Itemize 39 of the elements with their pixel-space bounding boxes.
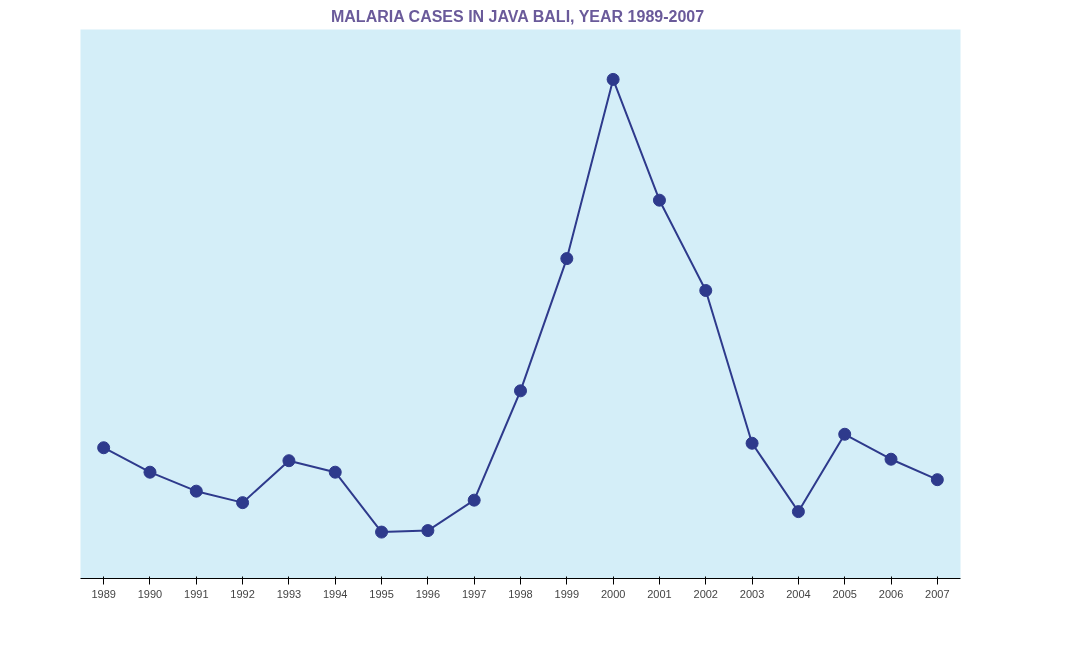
point xyxy=(328,465,342,479)
point xyxy=(606,72,620,86)
x-tick-label: 2004 xyxy=(786,587,811,600)
point xyxy=(745,436,759,450)
x-tick-label: 1989 xyxy=(91,587,116,600)
point xyxy=(282,454,296,468)
point xyxy=(514,384,527,398)
point xyxy=(838,427,852,441)
x-tick-label: 1991 xyxy=(184,587,209,600)
x-tick-label: 1995 xyxy=(369,587,394,600)
chart-title: MALARIA CASES IN JAVA BALI, YEAR 1989-2007 xyxy=(330,7,705,25)
x-tick-label: 1994 xyxy=(323,587,348,600)
point xyxy=(421,524,435,538)
x-tick-label: 1996 xyxy=(415,587,441,600)
x-tick-label: 1990 xyxy=(137,587,163,600)
x-tick-label: 2005 xyxy=(832,587,857,600)
x-tick-label: 2001 xyxy=(647,587,672,600)
point xyxy=(930,473,944,487)
x-tick-label: 2000 xyxy=(600,587,626,600)
x-tick-label: 1993 xyxy=(276,587,302,600)
point xyxy=(884,452,898,466)
point xyxy=(791,505,805,519)
point xyxy=(560,252,574,266)
x-tick-label: 1998 xyxy=(508,587,533,600)
x-tick-label: 2007 xyxy=(925,587,950,600)
point xyxy=(652,193,666,207)
x-tick-label: 1997 xyxy=(461,587,487,600)
point xyxy=(189,484,203,498)
x-tick-label: 1992 xyxy=(230,587,255,600)
x-tick-label: 2006 xyxy=(878,587,904,600)
x-tick-label: 2003 xyxy=(739,587,765,600)
point xyxy=(375,525,389,539)
point xyxy=(236,496,250,510)
x-tick-label: 2002 xyxy=(693,587,719,600)
point xyxy=(467,493,481,507)
point xyxy=(699,284,713,298)
point xyxy=(97,441,111,455)
x-tick-label: 1999 xyxy=(554,587,580,600)
point xyxy=(143,465,157,479)
